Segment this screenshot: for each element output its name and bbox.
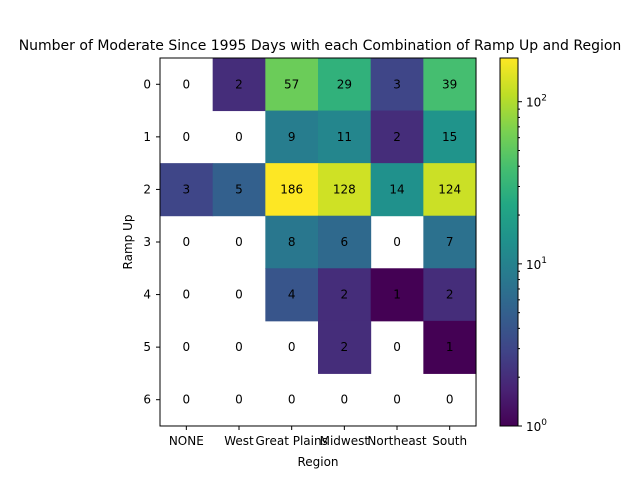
heatmap-cell — [318, 110, 372, 164]
colorbar-tick-label: 102 — [526, 94, 547, 110]
cell-value-label: 1 — [446, 340, 454, 354]
heatmap-cell — [318, 320, 372, 374]
cell-value-label: 0 — [183, 340, 191, 354]
colorbar-gradient — [500, 58, 518, 426]
cell-value-label: 0 — [183, 77, 191, 91]
colorbar-tick-label: 101 — [526, 256, 547, 272]
colorbar: 100 101 102 — [499, 57, 547, 434]
cell-value-label: 14 — [389, 182, 404, 196]
cell-value-label: 0 — [235, 393, 243, 407]
heatmap-cell — [318, 163, 372, 217]
cell-value-label: 2 — [393, 130, 401, 144]
cell-value-label: 3 — [183, 182, 191, 196]
heatmap-cell — [423, 268, 477, 322]
cell-value-label: 0 — [235, 130, 243, 144]
cell-value-label: 0 — [235, 235, 243, 249]
y-axis-ticks: 0 1 2 3 4 5 6 — [143, 77, 160, 407]
cell-value-label: 57 — [284, 77, 299, 91]
y-tick-label: 3 — [143, 235, 151, 249]
x-tick-label: West — [224, 434, 254, 448]
heatmap-cell — [265, 268, 319, 322]
cell-value-label: 15 — [442, 130, 457, 144]
y-tick-label: 0 — [143, 77, 151, 91]
cell-value-label: 2 — [341, 288, 349, 302]
colorbar-tick-label: 100 — [526, 418, 547, 434]
heatmap-cell — [160, 163, 214, 217]
heatmap-cell — [265, 58, 319, 112]
cell-value-label: 2 — [341, 340, 349, 354]
cell-value-label: 0 — [393, 340, 401, 354]
heatmap-cell — [423, 58, 477, 112]
heatmap-cell — [265, 215, 319, 269]
heatmap-cell — [212, 163, 266, 217]
cell-value-label: 0 — [183, 288, 191, 302]
cell-value-label: 2 — [235, 77, 243, 91]
x-axis-label: Region — [297, 455, 338, 469]
cell-value-label: 7 — [446, 235, 454, 249]
cell-value-label: 0 — [235, 340, 243, 354]
x-tick-label: Great Plains — [256, 434, 328, 448]
cell-value-label: 0 — [183, 235, 191, 249]
cell-value-label: 124 — [438, 182, 461, 196]
cell-value-label: 0 — [393, 235, 401, 249]
heatmap-cell — [423, 215, 477, 269]
cell-value-label: 1 — [393, 288, 401, 302]
cell-value-label: 0 — [183, 130, 191, 144]
y-tick-label: 6 — [143, 393, 151, 407]
heatmap-cell — [370, 58, 424, 112]
heatmap-cell — [370, 268, 424, 322]
heatmap-cell — [265, 163, 319, 217]
cell-value-label: 4 — [288, 288, 296, 302]
cell-value-label: 39 — [442, 77, 457, 91]
heatmap-cell — [318, 58, 372, 112]
cell-value-label: 0 — [183, 393, 191, 407]
heatmap-cell — [423, 163, 477, 217]
cell-value-label: 6 — [341, 235, 349, 249]
heatmap-cell — [318, 268, 372, 322]
cell-value-label: 11 — [337, 130, 352, 144]
cell-value-label: 0 — [288, 393, 296, 407]
cell-value-label: 3 — [393, 77, 401, 91]
y-tick-label: 2 — [143, 182, 151, 196]
y-tick-label: 1 — [143, 130, 151, 144]
cell-value-label: 0 — [446, 393, 454, 407]
cell-value-label: 0 — [393, 393, 401, 407]
x-tick-label: Northeast — [367, 434, 427, 448]
chart-title: Number of Moderate Since 1995 Days with … — [19, 38, 622, 54]
heatmap-cell — [423, 320, 477, 374]
x-tick-label: Midwest — [320, 434, 370, 448]
cell-value-label: 9 — [288, 130, 296, 144]
y-tick-label: 4 — [143, 288, 151, 302]
heatmap-cell — [370, 110, 424, 164]
cell-value-label: 0 — [235, 288, 243, 302]
heatmap-cell — [318, 215, 372, 269]
heatmap-cell — [265, 110, 319, 164]
cell-value-label: 5 — [235, 182, 243, 196]
cell-value-label: 2 — [446, 288, 454, 302]
cell-value-label: 186 — [280, 182, 303, 196]
heatmap-cell — [212, 58, 266, 112]
y-axis-label: Ramp Up — [121, 215, 135, 270]
cell-value-label: 8 — [288, 235, 296, 249]
x-tick-label: NONE — [169, 434, 204, 448]
x-tick-label: South — [432, 434, 467, 448]
colorbar-ticks: 100 101 102 — [518, 94, 547, 434]
heatmap-cell — [370, 163, 424, 217]
cell-value-label: 0 — [288, 340, 296, 354]
y-tick-label: 5 — [143, 340, 151, 354]
heatmap-cell — [423, 110, 477, 164]
cell-value-label: 29 — [337, 77, 352, 91]
cell-value-label: 128 — [333, 182, 356, 196]
heatmap-cells — [160, 58, 477, 374]
colorbar-frame — [499, 57, 519, 427]
cell-value-label: 0 — [341, 393, 349, 407]
